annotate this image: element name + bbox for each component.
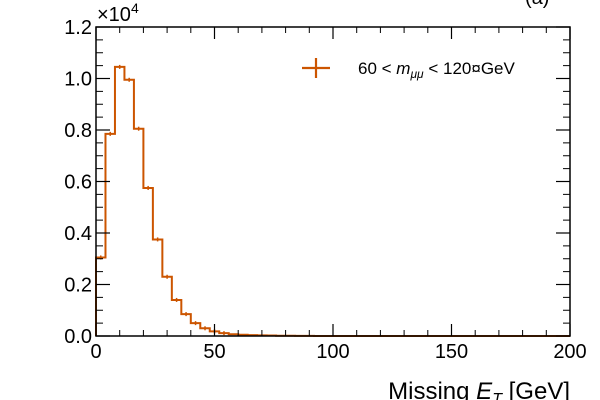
x-tick-label: 50: [203, 341, 225, 363]
x-axis: 0 50 100 150 200: [90, 27, 587, 363]
legend-label-subscript: μμ: [409, 67, 424, 81]
legend-label-symbol: m: [396, 59, 410, 78]
y-tick-label: 1.0: [64, 69, 92, 91]
legend-label: 60 < mμμ < 120¤GeV: [358, 59, 515, 81]
histogram-series: [95, 64, 570, 337]
y-tick-label: 1.2: [64, 17, 92, 39]
y-tick-label: 0.6: [64, 172, 92, 194]
histogram-line: [95, 65, 570, 337]
y-tick-label: 0.0: [64, 326, 92, 348]
x-axis-title-suffix: [GeV]: [502, 378, 570, 400]
x-axis-title-symbol: E: [476, 378, 493, 400]
x-axis-title: Missing ET [GeV]: [388, 378, 570, 400]
x-tick-label: 200: [553, 341, 586, 363]
x-axis-title-subscript: T: [492, 391, 503, 400]
y-multiplier: ×104: [97, 0, 139, 26]
y-tick-label: 0.4: [64, 223, 92, 245]
legend-label-prefix: 60 <: [358, 59, 396, 78]
y-axis: 0.0 0.2 0.4 0.6 0.8 1.0 1.2: [64, 17, 570, 348]
x-tick-label: 0: [90, 341, 101, 363]
y-multiplier-exponent: 4: [131, 0, 139, 16]
legend-label-suffix: < 120¤GeV: [424, 59, 516, 78]
y-multiplier-base: ×10: [97, 4, 131, 26]
y-tick-label: 0.2: [64, 275, 92, 297]
x-axis-title-prefix: Missing: [388, 378, 476, 400]
legend: 60 < mμμ < 120¤GeV: [302, 58, 515, 81]
x-tick-label: 150: [435, 341, 468, 363]
x-tick-label: 100: [316, 341, 349, 363]
y-tick-label: 0.8: [64, 120, 92, 142]
clipped-top-label: (a): [525, 0, 549, 9]
